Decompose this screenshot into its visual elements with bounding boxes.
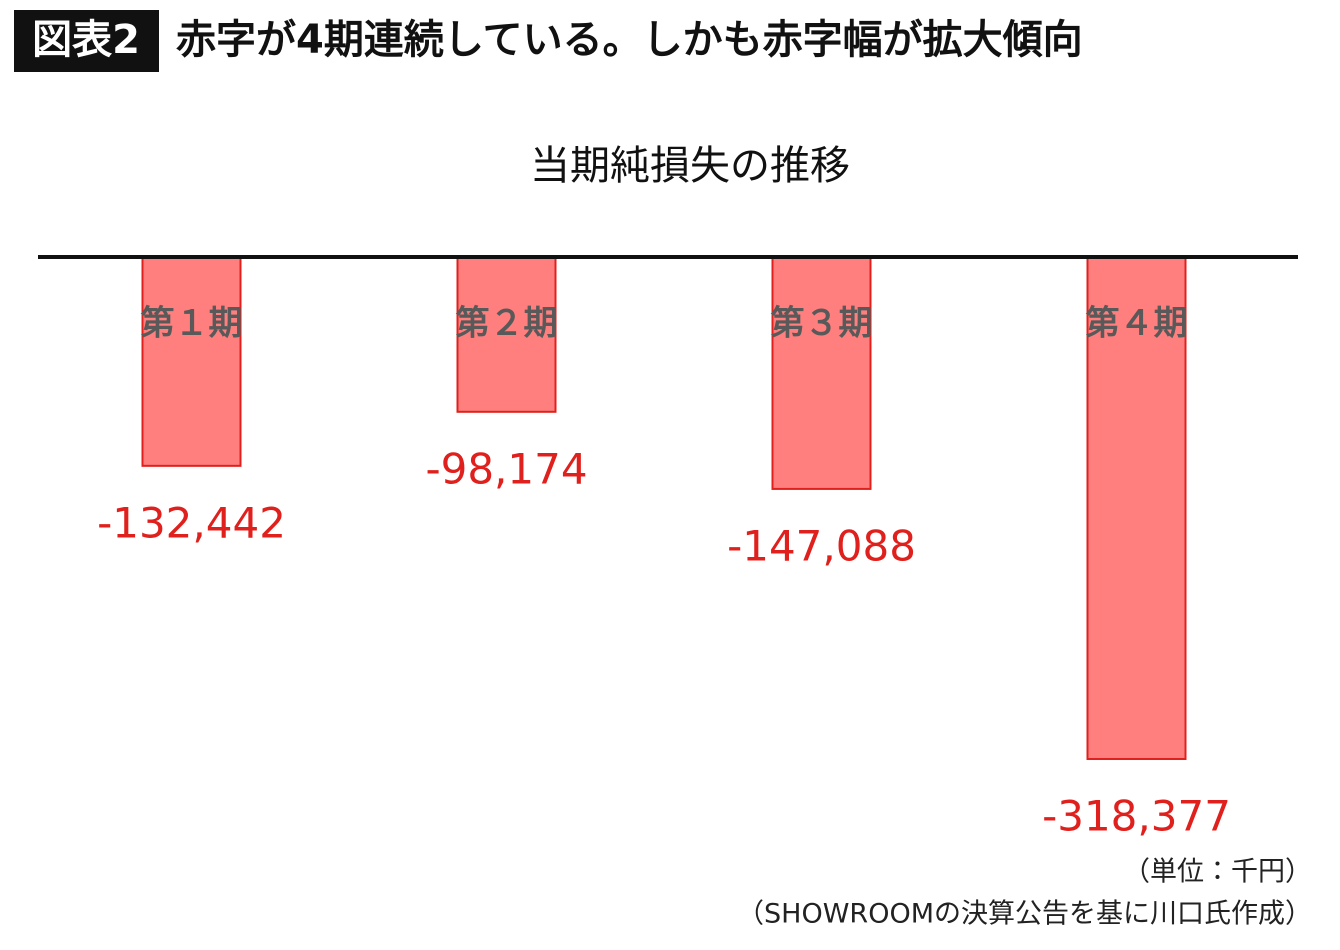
page-title: 赤字が4期連続している。しかも赤字幅が拡大傾向: [176, 17, 1083, 63]
categories: 第１期 -132,442 第２期 -98,174 第３期 -147,088 第４期 -318,…: [97, 304, 1231, 841]
value-label: -98,174: [425, 444, 587, 493]
bar: [456, 256, 557, 413]
value-label: -318,377: [1042, 792, 1231, 841]
chart-title: 当期純損失の推移: [530, 143, 850, 189]
note: （SHOWROOMの決算公告を基に川口氏作成）: [737, 899, 1312, 930]
bar: [141, 256, 242, 467]
category-label: 第３期: [771, 304, 873, 344]
plot: [141, 256, 1187, 760]
category-label: 第２期: [456, 304, 558, 344]
value-label: -147,088: [727, 521, 916, 570]
category-label: 第４期: [1086, 304, 1188, 344]
figure-label: 図表2: [32, 17, 140, 63]
note: （単位：千円）: [1123, 857, 1312, 888]
bar: [771, 256, 872, 490]
value-label: -132,442: [97, 498, 286, 547]
category-label: 第１期: [141, 304, 243, 344]
label-box: [14, 10, 159, 72]
